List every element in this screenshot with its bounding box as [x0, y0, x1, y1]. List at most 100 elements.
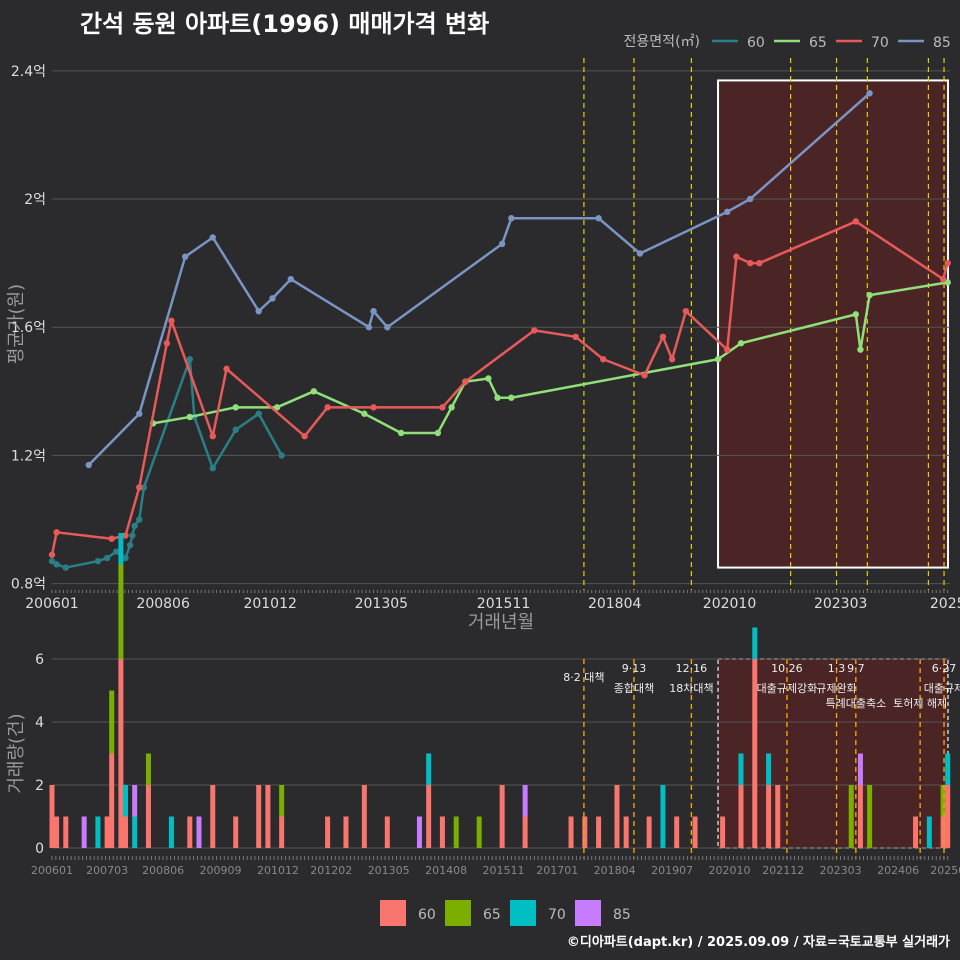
- bar-60: [109, 753, 115, 848]
- bar-60: [279, 816, 285, 848]
- bar-65: [476, 816, 482, 848]
- data-point-60: [209, 465, 216, 472]
- data-point-70: [756, 259, 763, 267]
- series-line-70: [50, 220, 949, 555]
- data-point-70: [168, 317, 175, 324]
- data-point-70: [324, 404, 331, 411]
- bar-60: [63, 816, 69, 848]
- bar-x-tick-label: 200703: [86, 864, 128, 877]
- bar-65: [453, 816, 459, 848]
- data-point-60: [48, 557, 56, 565]
- data-point-60: [126, 541, 134, 549]
- data-point-70: [439, 404, 446, 411]
- data-point-85: [724, 208, 731, 216]
- bar-60: [187, 816, 193, 848]
- bar-x-tick-label: 202010: [709, 864, 751, 877]
- data-point-70: [531, 327, 538, 334]
- bar-60: [104, 816, 110, 848]
- policy-label: 18차대책: [669, 682, 713, 695]
- data-point-85: [209, 234, 216, 241]
- data-point-70: [572, 333, 579, 341]
- policy-label: 특례대출축소: [825, 697, 886, 710]
- data-point-65: [361, 410, 368, 417]
- data-point-70: [136, 484, 143, 491]
- series-line-60: [51, 358, 283, 569]
- bar-70: [752, 627, 758, 659]
- data-point-65: [852, 311, 860, 318]
- data-point-70: [370, 404, 377, 411]
- bar-60: [568, 816, 574, 848]
- data-point-70: [659, 333, 667, 341]
- policy-date: 6·27: [932, 662, 957, 675]
- bar-60: [265, 785, 271, 848]
- bar-60: [614, 785, 620, 848]
- bar-legend-label-70: 70: [548, 907, 566, 923]
- data-point-65: [273, 404, 281, 411]
- bar-70: [426, 753, 432, 785]
- bar-60: [122, 816, 128, 848]
- data-point-70: [600, 356, 607, 363]
- bar-60: [49, 785, 55, 848]
- data-point-85: [365, 324, 373, 331]
- bar-60: [646, 816, 652, 848]
- data-point-60: [103, 554, 111, 562]
- policy-label: 8·2 대책: [563, 671, 604, 684]
- data-point-60: [186, 356, 194, 363]
- bar-60: [674, 816, 680, 848]
- bar-x-tick-label: 20250: [930, 864, 960, 877]
- bar-70: [738, 753, 744, 785]
- bar-x-tick-label: 201202: [310, 864, 352, 877]
- data-point-70: [852, 218, 860, 225]
- data-point-85: [498, 240, 506, 248]
- bar-60: [596, 816, 602, 848]
- data-point-60: [232, 426, 239, 433]
- policy-date: 12·16: [676, 662, 708, 675]
- bar-70: [766, 753, 772, 785]
- data-point-70: [939, 275, 947, 283]
- bar-70: [118, 533, 124, 565]
- data-point-65: [494, 394, 501, 401]
- y-tick-label: 1.6억: [11, 320, 46, 336]
- bar-legend-label-85: 85: [613, 907, 631, 923]
- bar-85: [81, 816, 87, 848]
- bar-70: [945, 753, 951, 785]
- bar-60: [439, 816, 445, 848]
- bar-legend-label-60: 60: [418, 907, 436, 923]
- bar-y-tick-label: 6: [35, 652, 44, 668]
- bar-65: [940, 785, 946, 817]
- y-axis-label: 평균가(원): [6, 284, 27, 364]
- data-point-85: [182, 253, 189, 260]
- bar-x-tick-label: 200909: [200, 864, 242, 877]
- y-tick-label: 1.2억: [11, 448, 46, 464]
- data-point-70: [944, 259, 951, 267]
- legend-title: 전용면적(㎡): [624, 34, 700, 50]
- data-point-70: [223, 365, 230, 373]
- data-point-70: [462, 378, 469, 385]
- policy-label: 대출규제: [924, 682, 960, 695]
- bar-60: [692, 816, 698, 848]
- bar-legend-swatch-60: [380, 900, 406, 926]
- data-point-60: [53, 561, 60, 568]
- bar-60: [343, 816, 349, 848]
- bar-60: [945, 785, 951, 848]
- x-tick-label: 201511: [477, 596, 530, 612]
- bar-x-tick-label: 201804: [594, 864, 636, 877]
- legend-label-70: 70: [871, 35, 889, 51]
- bar-60: [499, 785, 505, 848]
- data-point-65: [397, 429, 405, 437]
- data-point-85: [85, 461, 92, 469]
- bar-60: [913, 816, 919, 848]
- bar-70: [95, 816, 101, 848]
- bar-85: [857, 753, 863, 785]
- bar-y-tick-label: 2: [35, 778, 44, 794]
- x-axis-label: 거래년월: [468, 612, 534, 633]
- data-point-60: [255, 410, 262, 417]
- y-tick-label: 0.8억: [11, 577, 46, 593]
- data-point-85: [508, 215, 515, 222]
- bar-70: [132, 816, 138, 848]
- bar-60: [256, 785, 262, 848]
- bar-65: [848, 785, 854, 848]
- data-point-65: [310, 388, 318, 395]
- bar-x-tick-label: 201305: [368, 864, 410, 877]
- bar-y-tick-label: 4: [35, 715, 44, 731]
